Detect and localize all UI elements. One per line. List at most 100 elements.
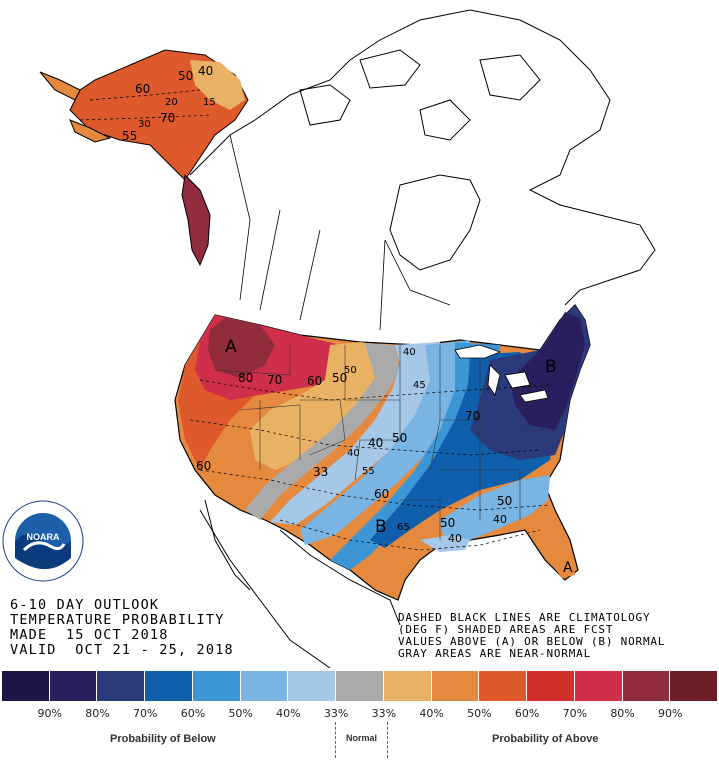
central-60-label: 60 <box>374 487 389 501</box>
legend-swatch <box>2 671 50 701</box>
plains-orange <box>250 342 385 470</box>
east-40c-label: 40 <box>493 513 507 526</box>
alaska-orange <box>190 60 245 110</box>
outlook-made-date: MADE 15 OCT 2018 <box>10 627 169 643</box>
baja-california <box>204 499 251 591</box>
map-labels: 40 50 60 15 20 30 70 55 A A B B 80 70 60… <box>122 64 573 576</box>
outlook-map: 40 50 60 15 20 30 70 55 A A B B 80 70 60… <box>2 9 665 668</box>
legend-tick-label: 33% <box>323 707 349 720</box>
legend-tick-label: 60% <box>514 707 540 720</box>
legend-swatch <box>479 671 528 701</box>
east-70-label: 70 <box>465 409 480 423</box>
legend-tick-label: 90% <box>658 707 683 720</box>
normal-divider-right <box>387 722 388 758</box>
legend-tick-label: 40% <box>419 707 444 720</box>
west-60-label: 60 <box>307 374 322 388</box>
east-50-label: 50 <box>497 494 512 508</box>
east-50b-label: 50 <box>440 516 455 530</box>
map-canvas: 40 50 60 15 20 30 70 55 A A B B 80 70 60… <box>39 9 656 668</box>
legend-swatch <box>527 671 575 701</box>
west-50-label: 50 <box>332 371 347 385</box>
outlook-subtitle: TEMPERATURE PROBABILITY <box>10 612 225 628</box>
east-45-label: 45 <box>413 380 426 391</box>
alaska-40-label: 40 <box>198 64 213 78</box>
alaska-50-label: 50 <box>178 69 193 83</box>
below-center-south: B <box>375 517 387 537</box>
legend-swatch <box>336 671 384 701</box>
province-borders <box>229 134 451 331</box>
legend-swatch <box>288 671 337 701</box>
legend-swatch <box>192 671 241 701</box>
legend-tick-label: 40% <box>276 707 301 720</box>
legend-tick-label: 33% <box>371 707 397 720</box>
legend-tick-label: 90% <box>37 707 62 720</box>
legend-tick-label: 80% <box>610 707 635 720</box>
central-50-label: 50 <box>392 431 407 445</box>
west-60b-label: 60 <box>196 459 211 473</box>
legend-swatch <box>622 671 671 701</box>
central-40b-label: 40 <box>347 448 360 459</box>
west-70-label: 70 <box>267 373 282 387</box>
central-40-label: 40 <box>368 436 383 450</box>
mexico-outline <box>199 509 401 668</box>
alaska-peninsula <box>39 71 112 143</box>
tick-spacer <box>694 707 718 720</box>
legend-swatch <box>49 671 98 701</box>
central-55-label: 55 <box>362 466 375 477</box>
probability-above-caption: Probability of Above <box>492 733 599 745</box>
alaska-60-label: 60 <box>135 82 150 96</box>
central-33-label: 33 <box>313 465 328 479</box>
below-center-east: B <box>545 357 557 377</box>
west-80-label: 80 <box>238 371 253 385</box>
canada-landmass <box>189 9 656 306</box>
outlook-info: 6-10 DAY OUTLOOK TEMPERATURE PROBABILITY… <box>10 598 234 658</box>
alaska-70-label: 70 <box>160 111 175 125</box>
legend-swatch <box>670 671 719 701</box>
legend-tick-label: 50% <box>467 707 492 720</box>
central-65-label: 65 <box>397 522 410 533</box>
hudson-bay-coast <box>389 174 481 271</box>
east-40-label: 40 <box>403 347 416 358</box>
alaska-20-label: 20 <box>165 97 178 108</box>
gulf-light-blue <box>420 535 470 552</box>
light-blue-band <box>270 342 445 525</box>
legend-swatch <box>97 671 146 701</box>
legend-notes: DASHED BLACK LINES ARE CLIMATOLOGY (DEG … <box>398 612 665 660</box>
notes-line-4: GRAY AREAS ARE NEAR-NORMAL <box>398 647 591 660</box>
legend-tick-label: 80% <box>85 707 110 720</box>
alaska-30-label: 30 <box>138 119 151 130</box>
above-center-florida: A <box>563 560 573 576</box>
probability-below-caption: Probability of Below <box>110 733 216 745</box>
southeast-light <box>440 475 550 545</box>
east-50c-label: 50 <box>344 365 357 376</box>
notes-line-1: DASHED BLACK LINES ARE CLIMATOLOGY <box>398 611 651 624</box>
alaska-15-label: 15 <box>203 97 216 108</box>
normal-divider-left <box>335 722 336 758</box>
probability-ticks: 90% 80% 70% 60% 50% 40% 33% 33% 40% 50% 60% 70% 80% 9… <box>2 707 718 720</box>
noaa-logo-text: NOARA <box>27 532 60 542</box>
probability-color-bar <box>2 671 719 701</box>
legend-tick-label: 70% <box>132 707 158 720</box>
legend-swatch <box>383 671 432 701</box>
blue-band <box>330 342 500 570</box>
outlook-valid-range: VALID OCT 21 - 25, 2018 <box>10 642 234 658</box>
tick-spacer <box>2 707 26 720</box>
mid-blue-band <box>300 340 470 545</box>
noaa-logo: NOARA <box>2 500 84 582</box>
normal-caption: Normal <box>346 733 378 743</box>
legend-swatch <box>574 671 623 701</box>
outlook-title: 6-10 DAY OUTLOOK <box>10 597 160 613</box>
arctic-islands <box>299 49 541 141</box>
east-40d-label: 40 <box>448 532 462 545</box>
legend-swatch <box>145 671 193 701</box>
notes-line-3: VALUES ABOVE (A) OR BELOW (B) NORMAL <box>398 635 666 648</box>
legend-tick-label: 60% <box>180 707 206 720</box>
legend-tick-label: 50% <box>228 707 253 720</box>
legend-swatch <box>431 671 480 701</box>
legend-tick-label: 70% <box>562 707 588 720</box>
great-lakes <box>454 344 549 403</box>
northwest-dark <box>208 318 275 378</box>
florida-orange <box>530 510 575 578</box>
legend-swatch <box>240 671 289 701</box>
notes-line-2: (DEG F) SHADED AREAS ARE FCST <box>398 623 614 636</box>
